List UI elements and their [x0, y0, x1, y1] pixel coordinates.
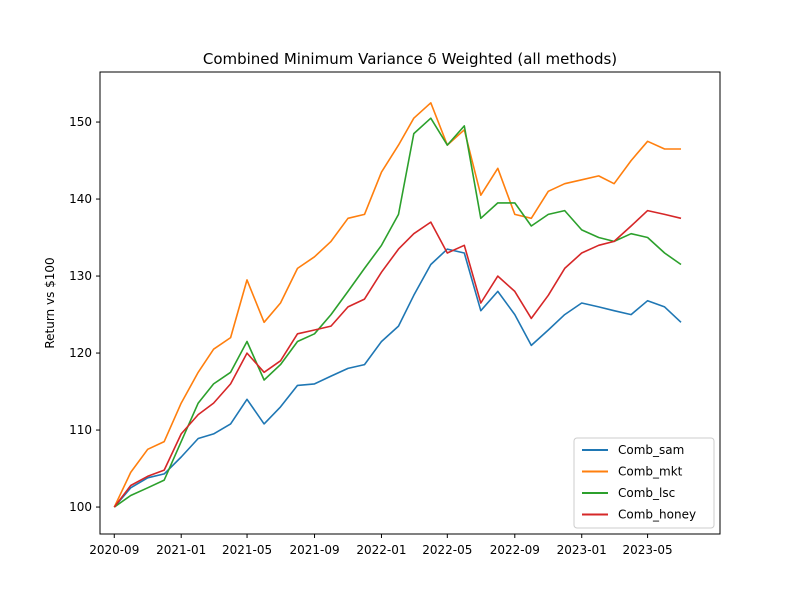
- y-tick-label: 130: [69, 269, 92, 283]
- series-line-comb-honey: [113, 209, 682, 508]
- series-layer: [113, 102, 682, 508]
- legend-label-comb-honey: Comb_honey: [618, 508, 696, 522]
- x-tick-label: 2021-09: [289, 543, 339, 557]
- x-tick-label: 2022-05: [422, 543, 472, 557]
- x-tick-label: 2021-05: [222, 543, 272, 557]
- legend-box: [573, 437, 715, 529]
- x-tick-label: 2023-05: [623, 543, 673, 557]
- x-tick-label: 2020-09: [89, 543, 139, 557]
- y-tick-label: 100: [69, 500, 92, 514]
- series-line-comb-sam: [113, 248, 682, 508]
- y-tick-label: 120: [69, 346, 92, 360]
- legend-items: Comb_sam Comb_mkt Comb_lsc Comb_honey: [582, 443, 696, 522]
- y-tick-label: 140: [69, 192, 92, 206]
- axes-frame: [99, 71, 721, 535]
- x-tick-label: 2023-01: [557, 543, 607, 557]
- x-tick-label: 2021-01: [156, 543, 206, 557]
- x-axis: 2020-09 2021-01 2021-05 2021-09 2022-01 2022-…: [89, 534, 673, 557]
- x-tick-label: 2022-01: [356, 543, 406, 557]
- plot-area: [99, 71, 721, 535]
- y-tick-label: 150: [69, 115, 92, 129]
- series-line-comb-lsc: [113, 117, 682, 508]
- y-tick-label: 110: [69, 423, 92, 437]
- legend-label-comb-lsc: Comb_lsc: [618, 486, 675, 500]
- x-tick-label: 2022-09: [490, 543, 540, 557]
- chart-title: Combined Minimum Variance δ Weighted (al…: [203, 50, 617, 68]
- legend-label-comb-mkt: Comb_mkt: [618, 465, 683, 479]
- legend-label-comb-sam: Comb_sam: [618, 443, 684, 457]
- legend: Comb_sam Comb_mkt Comb_lsc Comb_honey: [573, 437, 715, 529]
- series-line-comb-mkt: [113, 102, 681, 508]
- y-axis: 100 110 120 130 140 150: [69, 115, 100, 514]
- y-axis-label: Return vs $100: [43, 257, 57, 348]
